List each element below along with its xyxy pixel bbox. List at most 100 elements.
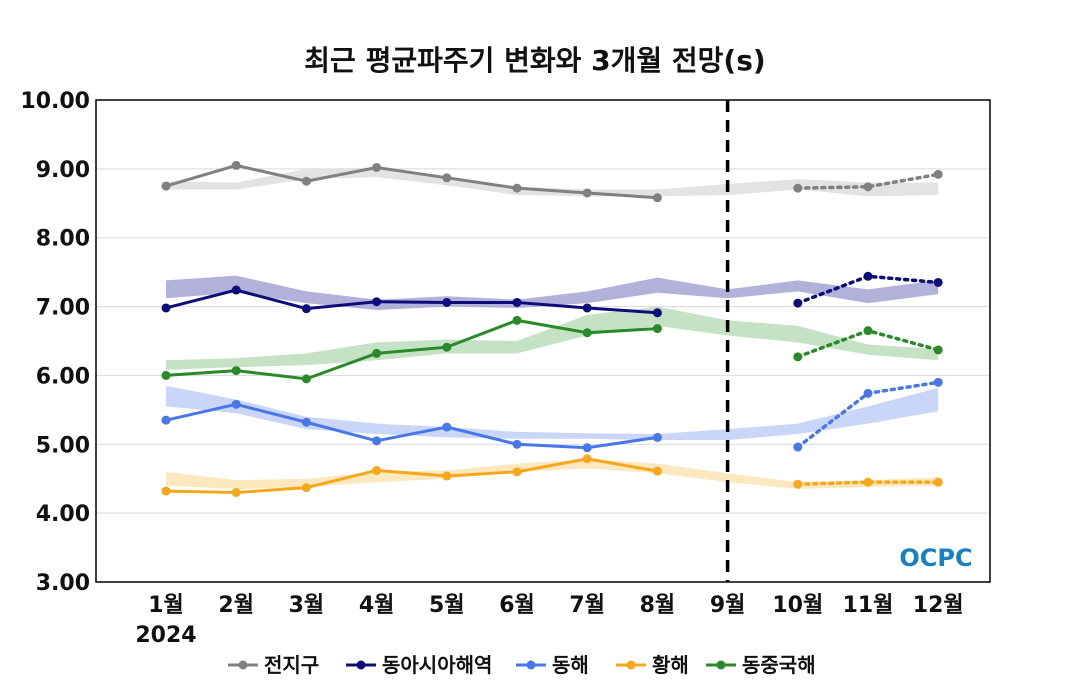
data-point xyxy=(442,297,452,307)
data-point xyxy=(582,303,592,313)
plot-frame xyxy=(95,99,991,583)
forecast-point xyxy=(793,298,803,308)
data-point xyxy=(301,483,311,493)
legend-swatch-marker xyxy=(238,660,248,670)
band-layer xyxy=(166,167,939,490)
legend-label: 동아시아해역 xyxy=(382,653,492,677)
forecast-point xyxy=(793,352,803,362)
data-point xyxy=(442,422,452,432)
forecast-point xyxy=(863,388,873,398)
data-point xyxy=(652,308,662,318)
range-band xyxy=(166,459,939,490)
series-line xyxy=(165,318,658,381)
legend-item: 동해 xyxy=(516,653,589,677)
x-year-label: 2024 xyxy=(135,623,196,648)
data-point xyxy=(442,173,452,183)
legend-swatch-marker xyxy=(626,660,636,670)
data-point xyxy=(652,466,662,476)
forecast-point xyxy=(793,442,803,452)
data-point xyxy=(301,374,311,384)
data-point xyxy=(161,486,171,496)
axis-layer: 3.00 4.00 5.00 6.00 7.00 8.00 9.00 10.00 1월 2월 3월 4… xyxy=(20,89,991,648)
logo-text: OCPC xyxy=(899,544,972,572)
data-point xyxy=(652,193,662,203)
data-point xyxy=(582,443,592,453)
y-tick-label: 6.00 xyxy=(36,364,90,389)
data-point xyxy=(652,324,662,334)
data-point xyxy=(582,188,592,198)
forecast-point xyxy=(933,477,943,487)
x-tick-label: 1월 xyxy=(148,593,184,618)
data-point xyxy=(231,487,241,497)
x-tick-label: 10월 xyxy=(772,593,823,618)
data-point xyxy=(231,366,241,376)
forecast-point xyxy=(863,477,873,487)
range-band xyxy=(166,167,939,197)
forecast-point xyxy=(793,183,803,193)
range-band xyxy=(166,275,939,311)
data-point xyxy=(582,328,592,338)
data-point xyxy=(512,183,522,193)
series-line xyxy=(165,457,658,494)
x-tick-label: 5월 xyxy=(429,593,465,618)
data-point xyxy=(512,467,522,477)
data-point xyxy=(372,162,382,172)
data-point xyxy=(442,342,452,352)
data-point xyxy=(301,304,311,314)
y-tick-label: 5.00 xyxy=(36,433,90,458)
forecast-point xyxy=(863,271,873,281)
data-point xyxy=(161,181,171,191)
legend-swatch-marker xyxy=(716,660,726,670)
data-point xyxy=(512,315,522,325)
data-point xyxy=(372,297,382,307)
forecast-point xyxy=(863,326,873,336)
data-point xyxy=(582,454,592,464)
legend-label: 전지구 xyxy=(264,653,319,677)
data-point xyxy=(512,439,522,449)
range-band xyxy=(166,385,939,441)
data-point xyxy=(442,471,452,481)
data-point xyxy=(372,465,382,475)
data-point xyxy=(231,399,241,409)
x-tick-label: 2월 xyxy=(218,593,254,618)
range-band xyxy=(166,306,939,370)
forecast-point xyxy=(863,182,873,192)
forecast-line xyxy=(796,480,940,486)
data-point xyxy=(301,417,311,427)
x-tick-label: 7월 xyxy=(569,593,605,618)
line-layer xyxy=(161,160,943,497)
data-point xyxy=(161,415,171,425)
data-point xyxy=(301,176,311,186)
data-point xyxy=(231,285,241,295)
legend-label: 동해 xyxy=(552,653,589,677)
legend-item: 동중국해 xyxy=(706,653,816,677)
legend-swatch-marker xyxy=(356,660,366,670)
legend-item: 전지구 xyxy=(228,653,319,677)
series-line xyxy=(165,163,658,200)
data-point xyxy=(372,436,382,446)
x-tick-label: 9월 xyxy=(710,593,746,618)
data-point xyxy=(231,160,241,170)
forecast-point xyxy=(933,377,943,387)
forecast-point xyxy=(793,479,803,489)
data-point xyxy=(161,303,171,313)
legend-swatch-marker xyxy=(526,660,536,670)
forecast-point xyxy=(933,345,943,355)
legend-label: 황해 xyxy=(652,653,689,677)
y-tick-label: 10.00 xyxy=(20,89,90,114)
x-tick-label: 6월 xyxy=(499,593,535,618)
x-tick-label: 3월 xyxy=(289,593,325,618)
forecast-line xyxy=(796,172,940,190)
data-point xyxy=(372,348,382,358)
data-point xyxy=(161,370,171,380)
legend: 전지구 동아시아해역 동해 황해 동중국해 xyxy=(228,653,816,677)
x-tick-label: 8월 xyxy=(640,593,676,618)
y-tick-label: 9.00 xyxy=(36,158,90,183)
y-tick-label: 3.00 xyxy=(36,571,90,596)
x-tick-label: 12월 xyxy=(913,593,964,618)
ocpc-logo: OCPC xyxy=(899,544,972,572)
y-tick-label: 4.00 xyxy=(36,502,90,527)
series-line xyxy=(165,288,658,315)
